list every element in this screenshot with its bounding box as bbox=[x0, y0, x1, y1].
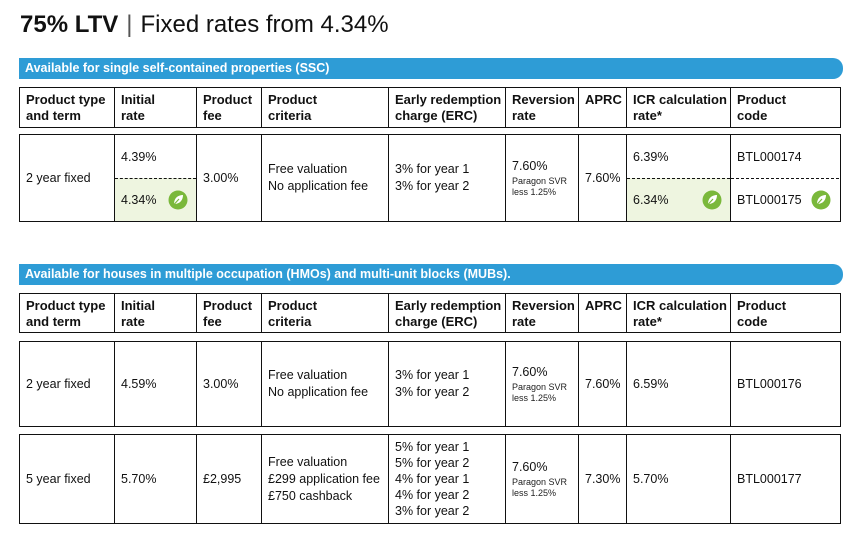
reversion-rate: 7.60% Paragon SVR less 1.25% bbox=[505, 342, 578, 426]
initial-rate: 5.70% bbox=[114, 435, 196, 523]
erc-cell: 3% for year 1 3% for year 2 bbox=[388, 342, 505, 426]
col-header-rate: Initial rate bbox=[114, 294, 196, 332]
initial-rate-standard: 4.39% bbox=[121, 149, 157, 164]
col-header-type: Product type and term bbox=[26, 92, 106, 123]
product-type: 5 year fixed bbox=[26, 471, 91, 486]
col-header-fee: Product fee bbox=[196, 294, 261, 332]
product-type: 2 year fixed bbox=[26, 170, 91, 185]
leaf-icon bbox=[168, 190, 188, 210]
title-separator: | bbox=[126, 11, 133, 38]
aprc: 7.60% bbox=[578, 135, 626, 221]
title-subtitle: Fixed rates from 4.34% bbox=[140, 11, 389, 38]
aprc: 7.60% bbox=[578, 342, 626, 426]
hmo-product-row: 2 year fixed 4.59% 3.00% Free valuation N… bbox=[19, 341, 841, 427]
col-header-icr: ICR calculation rate* bbox=[626, 88, 730, 127]
product-criteria: Free valuation £299 application fee £750 c… bbox=[261, 435, 388, 523]
product-fee: 3.00% bbox=[196, 342, 261, 426]
product-criteria: Free valuation No application fee bbox=[261, 135, 388, 221]
product-code-standard: BTL000174 bbox=[737, 149, 802, 164]
ssc-product-row: 2 year fixed 4.39% 4.34% 3.00% Free valu… bbox=[19, 134, 841, 222]
initial-rate-cell: 4.39% 4.34% bbox=[114, 135, 196, 221]
initial-rate: 4.59% bbox=[114, 342, 196, 426]
col-header-fee: Product fee bbox=[196, 88, 261, 127]
product-fee: 3.00% bbox=[196, 135, 261, 221]
col-header-type: Product type and term bbox=[26, 298, 106, 329]
product-code-cell: BTL000174 BTL000175 bbox=[730, 135, 839, 221]
col-header-aprc: APRC bbox=[578, 88, 626, 127]
page-title: 75% LTV | Fixed rates from 4.34% bbox=[20, 9, 389, 41]
col-header-criteria: Product criteria bbox=[261, 294, 388, 332]
aprc: 7.30% bbox=[578, 435, 626, 523]
erc-cell: 3% for year 1 3% for year 2 bbox=[388, 135, 505, 221]
ssc-table-header: Product type and term Initial rate Product… bbox=[19, 87, 841, 128]
col-header-rate: Initial rate bbox=[114, 88, 196, 127]
col-header-icr: ICR calculation rate* bbox=[626, 294, 730, 332]
ltv-label: 75% LTV bbox=[20, 11, 119, 38]
reversion-rate: 7.60% Paragon SVR less 1.25% bbox=[505, 135, 578, 221]
product-code-green: BTL000175 bbox=[731, 178, 839, 221]
col-header-reversion: Reversion rate bbox=[505, 294, 578, 332]
icr-cell: 6.39% 6.34% bbox=[626, 135, 730, 221]
col-header-code: Product code bbox=[730, 88, 839, 127]
icr-rate: 5.70% bbox=[626, 435, 730, 523]
hmo-banner: Available for houses in multiple occupat… bbox=[19, 264, 843, 285]
hmo-table-header: Product type and term Initial rate Product… bbox=[19, 293, 841, 333]
product-code: BTL000176 bbox=[730, 342, 839, 426]
col-header-aprc: APRC bbox=[578, 294, 626, 332]
hmo-product-row: 5 year fixed 5.70% £2,995 Free valuation… bbox=[19, 434, 841, 524]
leaf-icon bbox=[702, 190, 722, 210]
product-type: 2 year fixed bbox=[26, 376, 91, 391]
initial-rate-green: 4.34% bbox=[115, 178, 196, 221]
col-header-code: Product code bbox=[730, 294, 839, 332]
icr-green: 6.34% bbox=[627, 178, 730, 221]
col-header-reversion: Reversion rate bbox=[505, 88, 578, 127]
col-header-criteria: Product criteria bbox=[261, 88, 388, 127]
product-criteria: Free valuation No application fee bbox=[261, 342, 388, 426]
ssc-banner: Available for single self-contained prop… bbox=[19, 58, 843, 79]
reversion-rate: 7.60% Paragon SVR less 1.25% bbox=[505, 435, 578, 523]
product-code: BTL000177 bbox=[730, 435, 839, 523]
col-header-erc: Early redemption charge (ERC) bbox=[388, 294, 505, 332]
col-header-erc: Early redemption charge (ERC) bbox=[388, 88, 505, 127]
icr-standard: 6.39% bbox=[633, 149, 669, 164]
icr-rate: 6.59% bbox=[626, 342, 730, 426]
leaf-icon bbox=[811, 190, 831, 210]
product-fee: £2,995 bbox=[196, 435, 261, 523]
